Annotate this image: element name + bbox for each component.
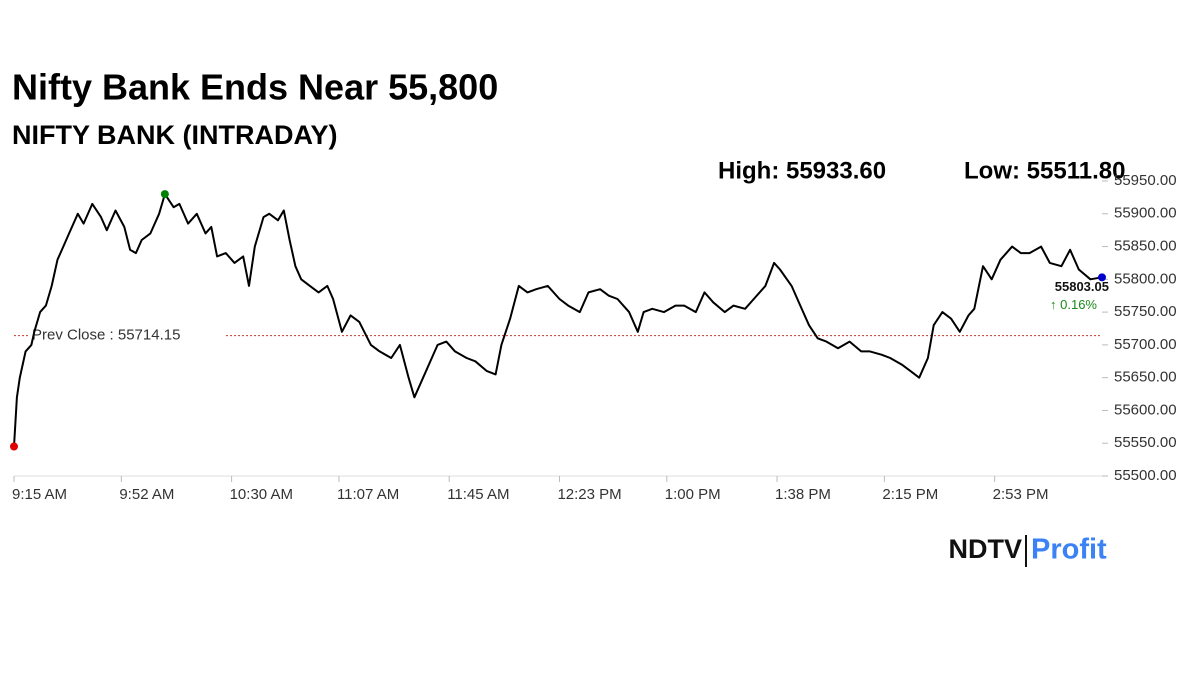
change-label: ↑ 0.16% — [1050, 297, 1097, 312]
y-tick-label: 55750.00 — [1114, 303, 1177, 320]
brand-profit: Profit — [1031, 534, 1107, 566]
x-tick-label: 12:23 PM — [557, 486, 621, 503]
last-marker — [1098, 273, 1106, 282]
y-tick-label: 55900.00 — [1114, 205, 1177, 222]
brand-ndtv: NDTV — [949, 534, 1023, 564]
x-tick-label: 2:53 PM — [993, 486, 1049, 503]
y-tick-label: 55700.00 — [1114, 336, 1177, 353]
x-tick-label: 10:30 AM — [230, 486, 293, 503]
y-tick-label: 55500.00 — [1114, 467, 1177, 484]
y-tick-label: 55850.00 — [1114, 238, 1177, 255]
x-tick-label: 11:07 AM — [337, 486, 399, 503]
y-tick-label: 55550.00 — [1114, 434, 1177, 451]
high-label: High: 55933.60 — [718, 157, 886, 184]
prev-close-label: Prev Close : 55714.15 — [32, 327, 180, 344]
x-tick-label: 11:45 AM — [447, 486, 509, 503]
chart-subtitle: NIFTY BANK (INTRADAY) — [12, 120, 338, 150]
x-tick-label: 9:15 AM — [12, 486, 67, 503]
low-label: Low: 55511.80 — [964, 157, 1125, 184]
y-tick-label: 55650.00 — [1114, 369, 1177, 386]
price-line — [13, 193, 1103, 447]
y-tick-label: 55800.00 — [1114, 270, 1177, 287]
start-marker — [10, 442, 18, 451]
x-tick-label: 1:00 PM — [665, 486, 721, 503]
high-marker — [160, 190, 169, 199]
y-tick-label: 55600.00 — [1114, 401, 1177, 418]
x-tick-label: 2:15 PM — [882, 486, 938, 503]
x-tick-label: 1:38 PM — [775, 486, 831, 503]
last-value-label: 55803.05 — [1055, 279, 1109, 294]
chart-title: Nifty Bank Ends Near 55,800 — [12, 67, 498, 108]
x-tick-label: 9:52 AM — [119, 486, 174, 503]
prev-close-bg — [28, 325, 224, 346]
y-tick-label: 55950.00 — [1114, 172, 1177, 189]
